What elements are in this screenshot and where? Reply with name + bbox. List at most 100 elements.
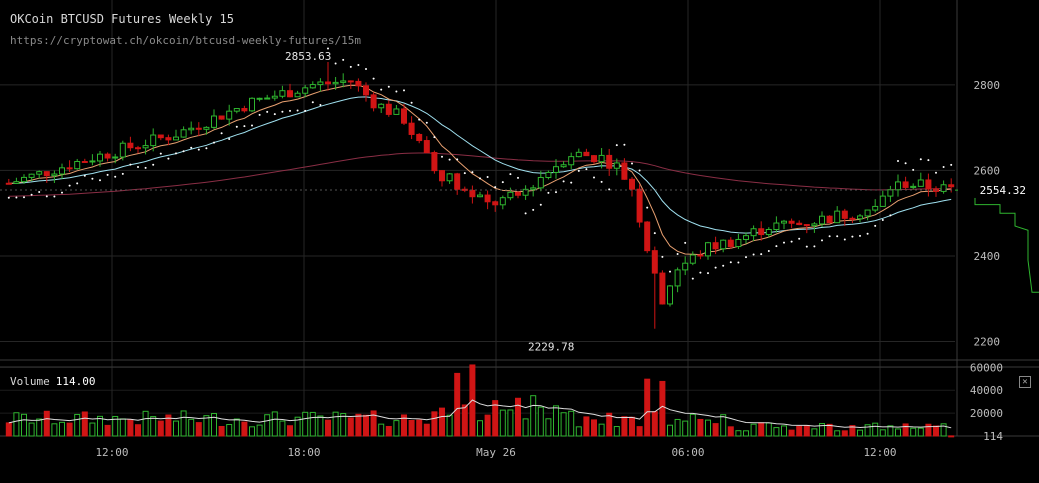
candle-body[interactable] [591, 155, 597, 163]
volume-bar[interactable] [249, 426, 255, 437]
volume-bar[interactable] [287, 425, 293, 437]
candle-body[interactable] [446, 173, 453, 182]
volume-bar[interactable] [598, 423, 605, 437]
volume-bar[interactable] [492, 400, 499, 437]
candle-body[interactable] [416, 133, 423, 142]
volume-bar[interactable] [477, 420, 483, 437]
candle-body[interactable] [309, 84, 316, 89]
volume-bar[interactable] [773, 427, 780, 437]
volume-bar[interactable] [363, 414, 369, 437]
volume-bar[interactable] [454, 372, 461, 437]
candle-body[interactable] [150, 134, 157, 147]
volume-bar[interactable] [355, 413, 362, 437]
candle-body[interactable] [264, 97, 271, 100]
volume-bar[interactable] [583, 416, 590, 437]
volume-bar[interactable] [157, 420, 164, 437]
candle-body[interactable] [142, 145, 149, 149]
candle-body[interactable] [705, 242, 711, 257]
volume-bar[interactable] [165, 414, 172, 437]
candle-body[interactable] [667, 285, 673, 305]
volume-bar[interactable] [674, 418, 681, 437]
volume-bar[interactable] [651, 411, 658, 437]
candle-body[interactable] [104, 153, 111, 159]
volume-bar[interactable] [142, 410, 149, 437]
volume-bar[interactable] [925, 423, 932, 437]
volume-bar[interactable] [902, 423, 909, 437]
candle-body[interactable] [910, 185, 917, 188]
volume-bar[interactable] [849, 425, 856, 437]
volume-bar[interactable] [294, 416, 301, 437]
candle-body[interactable] [233, 108, 240, 112]
volume-bar[interactable] [606, 412, 613, 437]
volume-bar[interactable] [507, 409, 514, 437]
volume-bar[interactable] [180, 410, 187, 437]
candle-body[interactable] [119, 142, 126, 158]
candle-body[interactable] [97, 153, 103, 162]
candle-body[interactable] [720, 239, 727, 250]
volume-bar[interactable] [933, 425, 939, 437]
candle-body[interactable] [515, 191, 521, 196]
candle-body[interactable] [355, 80, 362, 87]
candle-body[interactable] [864, 209, 871, 217]
volume-bar[interactable] [667, 424, 673, 437]
volume-bar[interactable] [895, 428, 901, 437]
candle-body[interactable] [499, 197, 506, 206]
volume-bar[interactable] [127, 419, 134, 437]
candle-body[interactable] [393, 108, 400, 115]
volume-bar[interactable] [575, 426, 582, 437]
volume-bar[interactable] [484, 414, 491, 437]
volume-bar[interactable] [705, 419, 711, 437]
candle-body[interactable] [271, 95, 278, 99]
candle-body[interactable] [492, 201, 499, 206]
candle-body[interactable] [36, 171, 43, 175]
candle-body[interactable] [294, 92, 301, 98]
volume-bar[interactable] [59, 421, 65, 437]
candle-body[interactable] [629, 178, 635, 190]
candle-body[interactable] [385, 103, 392, 115]
candle-body[interactable] [872, 205, 879, 211]
close-icon[interactable]: ✕ [1019, 376, 1031, 388]
volume-bar[interactable] [370, 410, 377, 437]
volume-bar[interactable] [537, 406, 544, 437]
candle-body[interactable] [340, 80, 347, 83]
candle-body[interactable] [370, 94, 377, 109]
candle-body[interactable] [241, 108, 248, 112]
volume-bar[interactable] [515, 397, 521, 437]
volume-bar[interactable] [211, 413, 217, 437]
candle-body[interactable] [431, 152, 438, 172]
volume-bar[interactable] [431, 411, 438, 437]
candle-body[interactable] [439, 170, 445, 182]
candle-body[interactable] [857, 215, 863, 220]
candle-body[interactable] [249, 97, 255, 112]
candle-body[interactable] [659, 272, 666, 305]
candle-body[interactable] [758, 228, 765, 236]
volume-bar[interactable] [765, 422, 772, 437]
candle-body[interactable] [522, 188, 529, 196]
candle-body[interactable] [651, 250, 658, 274]
candle-body[interactable] [325, 81, 331, 85]
candle-body[interactable] [803, 224, 810, 227]
volume-bar[interactable] [857, 429, 863, 437]
candle-body[interactable] [423, 140, 430, 154]
candle-body[interactable] [66, 167, 73, 170]
volume-bar[interactable] [750, 423, 757, 437]
candle-body[interactable] [902, 181, 909, 188]
volume-bar[interactable] [461, 404, 468, 437]
volume-bar[interactable] [568, 410, 575, 437]
candle-body[interactable] [218, 115, 225, 120]
volume-bar[interactable] [659, 380, 666, 437]
candle-body[interactable] [28, 173, 35, 178]
volume-bar[interactable] [119, 418, 126, 437]
candle-body[interactable] [765, 228, 772, 236]
candle-body[interactable] [112, 156, 119, 159]
volume-bar[interactable] [591, 419, 597, 437]
volume-bar[interactable] [879, 429, 886, 437]
candle-body[interactable] [302, 87, 309, 94]
volume-bar[interactable] [188, 418, 195, 437]
candle-body[interactable] [378, 103, 385, 109]
candle-body[interactable] [568, 156, 575, 166]
volume-bar[interactable] [758, 422, 765, 437]
candle-body[interactable] [287, 90, 293, 98]
candle-body[interactable] [507, 191, 514, 199]
